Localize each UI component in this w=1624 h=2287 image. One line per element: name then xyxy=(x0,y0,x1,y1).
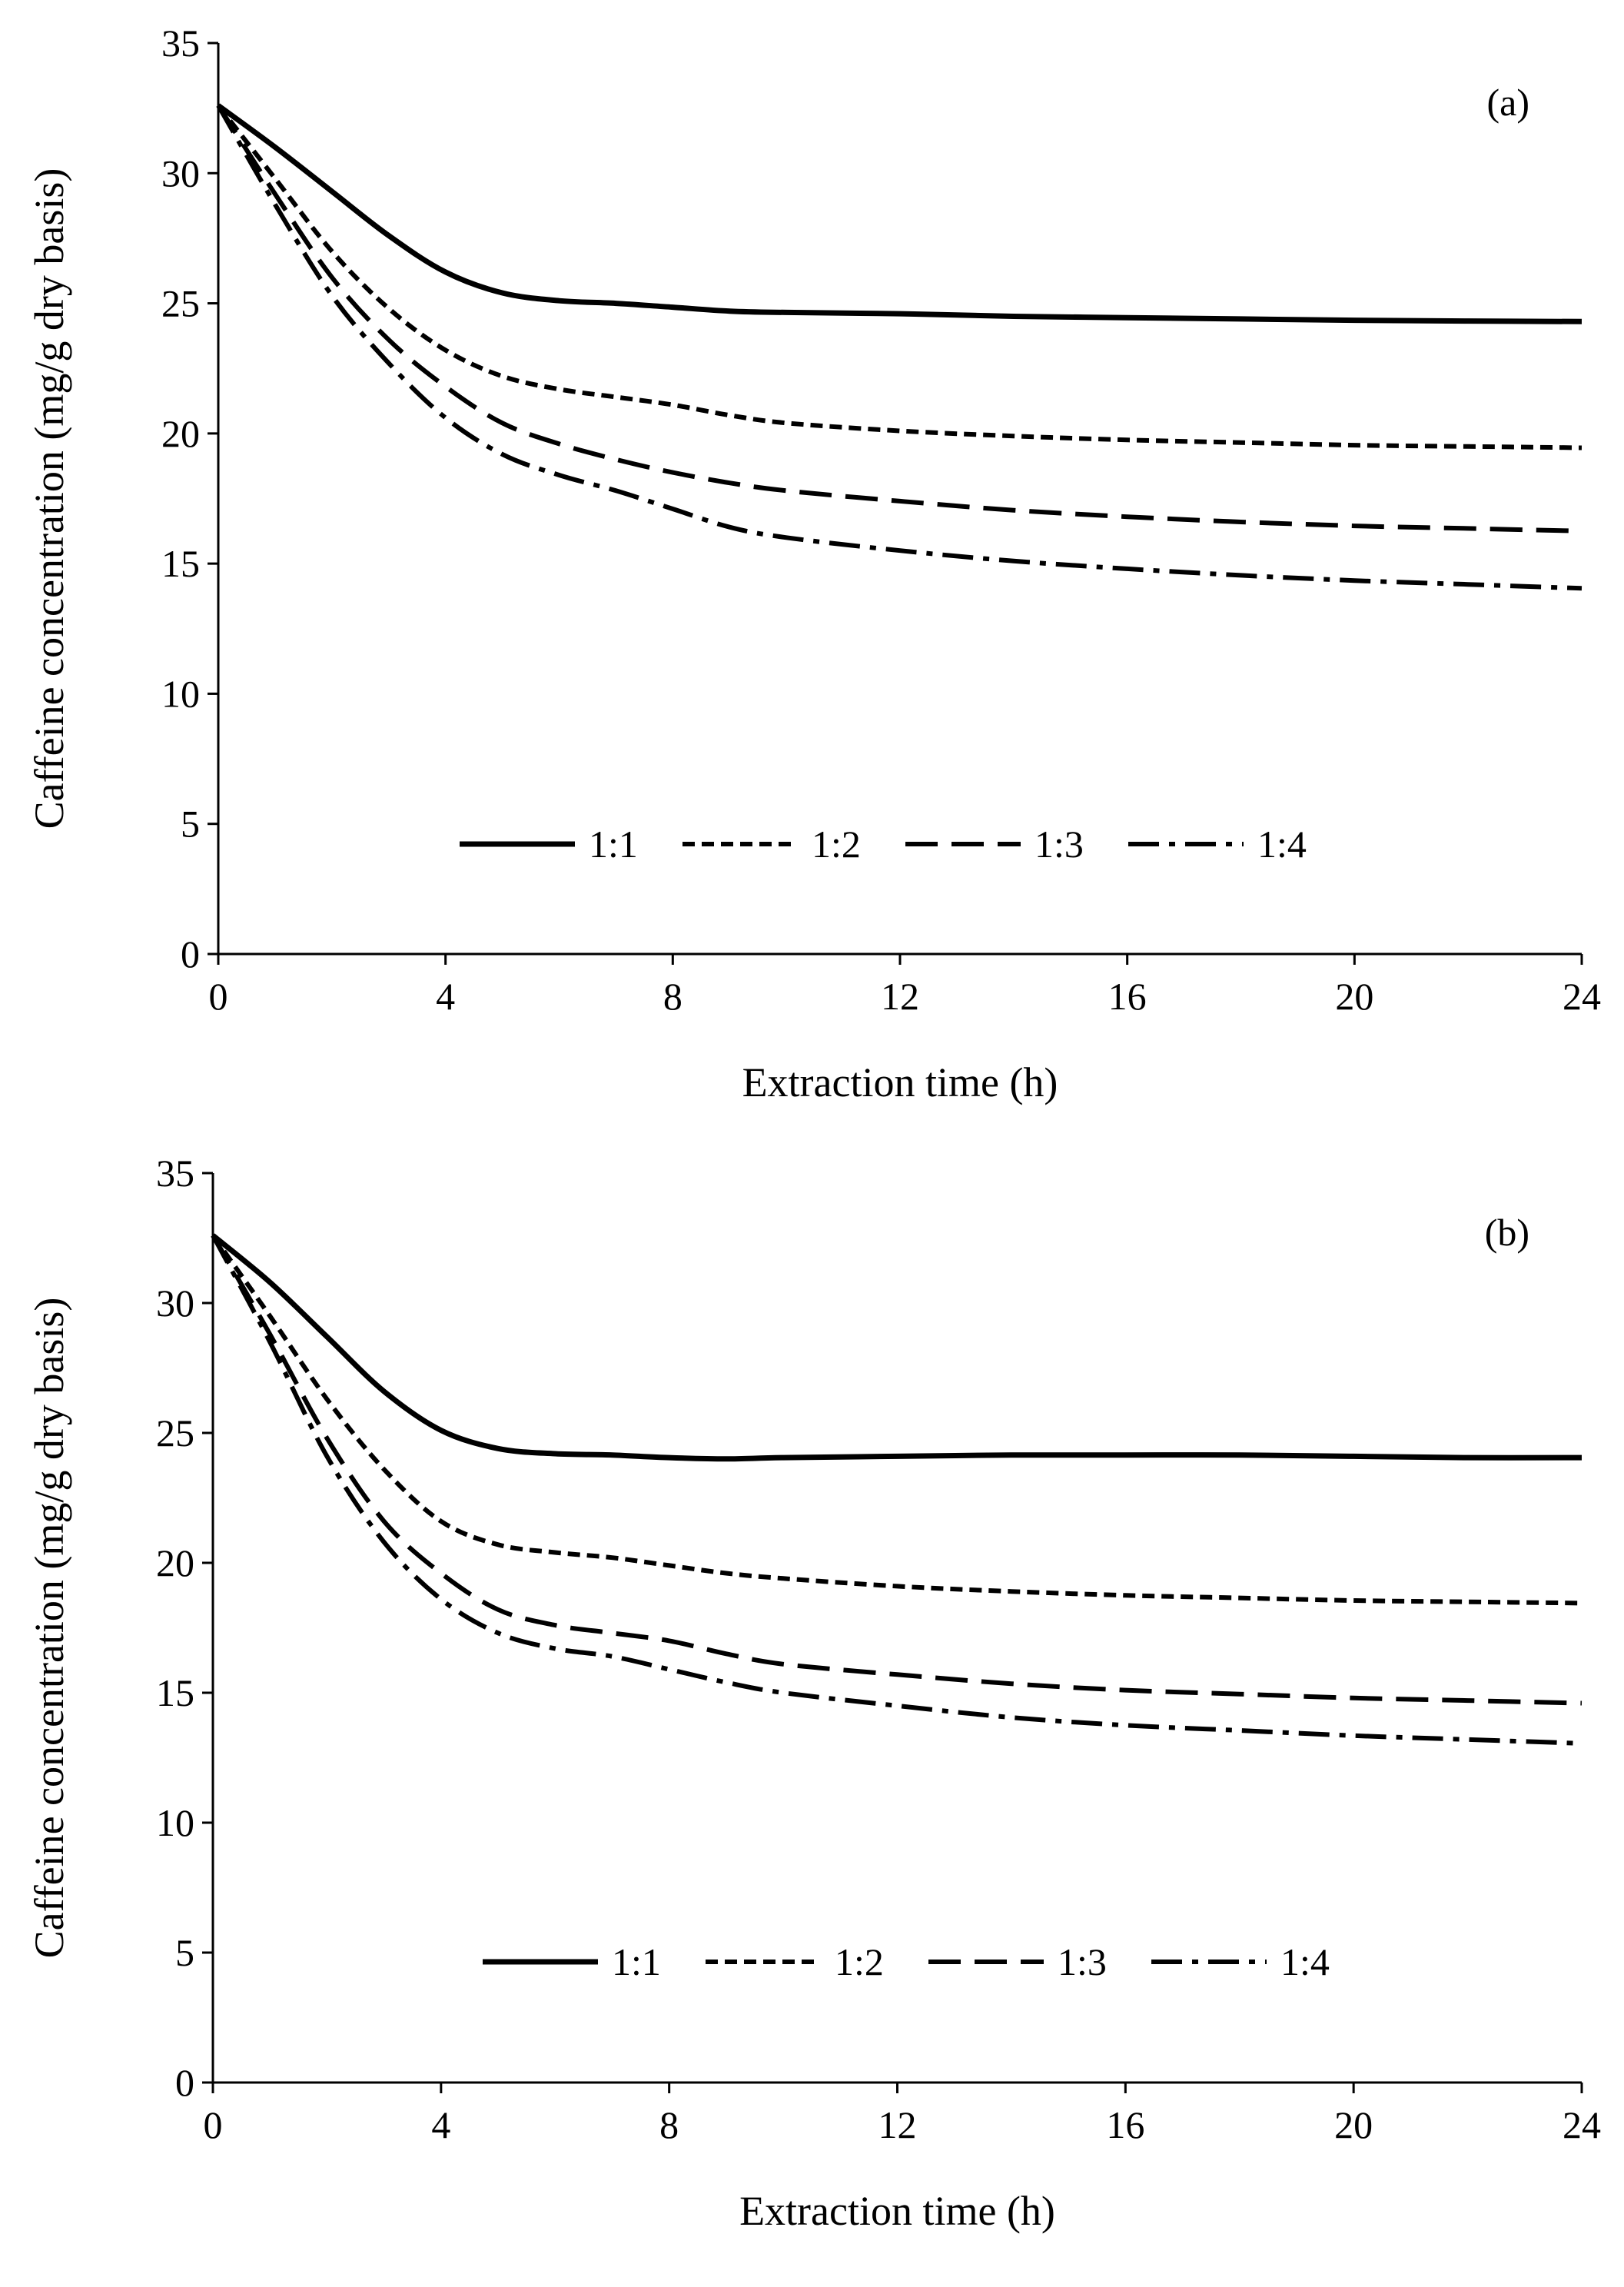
series-line-1-4 xyxy=(216,104,1582,591)
x-tick-label: 0 xyxy=(209,975,228,1018)
y-tick-label: 10 xyxy=(161,672,200,715)
y-tick-label: 35 xyxy=(156,1152,194,1195)
series-line-1-1 xyxy=(216,103,1582,324)
y-tick-label: 15 xyxy=(156,1671,194,1714)
y-tick-label: 0 xyxy=(175,2061,194,2104)
legend-label: 1:1 xyxy=(612,1940,661,1983)
y-tick-label: 30 xyxy=(156,1281,194,1325)
legend-label: 1:2 xyxy=(812,823,861,866)
legend-label: 1:4 xyxy=(1257,823,1307,866)
x-tick-label: 4 xyxy=(436,975,455,1018)
x-tick-label: 4 xyxy=(431,2103,450,2146)
series-line-1-2 xyxy=(216,104,1582,450)
x-tick-label: 12 xyxy=(878,2103,917,2146)
legend-label: 1:2 xyxy=(835,1940,884,1983)
legend-label: 1:3 xyxy=(1035,823,1084,866)
y-tick-label: 10 xyxy=(156,1801,194,1844)
y-tick-label: 15 xyxy=(161,542,200,585)
y-tick-label: 25 xyxy=(156,1411,194,1454)
series-line-1-3 xyxy=(211,1234,1582,1706)
x-tick-label: 16 xyxy=(1106,2103,1144,2146)
y-tick-label: 30 xyxy=(161,151,200,194)
y-tick-label: 5 xyxy=(181,803,200,846)
y-axis-title: Caffeine concentration (mg/g dry basis) xyxy=(26,1298,72,1959)
legend-label: 1:4 xyxy=(1280,1940,1330,1983)
x-axis-title: Extraction time (h) xyxy=(739,2188,1055,2234)
y-axis-title: Caffeine concentration (mg/g dry basis) xyxy=(26,168,72,829)
x-tick-label: 20 xyxy=(1334,2103,1373,2146)
x-tick-label: 16 xyxy=(1108,975,1147,1018)
y-tick-label: 5 xyxy=(175,1931,194,1974)
x-tick-label: 20 xyxy=(1335,975,1373,1018)
x-tick-label: 8 xyxy=(659,2103,679,2146)
series-line-1-2 xyxy=(211,1234,1582,1606)
x-tick-label: 24 xyxy=(1563,2103,1601,2146)
panel-label: (a) xyxy=(1487,81,1530,124)
x-tick-label: 0 xyxy=(204,2103,223,2146)
chart-panel-b: 0 5 10 15 20 25 30 35 0 4 8 12 16 20 24 Extraction time… xyxy=(26,1152,1601,2234)
panel-label: (b) xyxy=(1485,1211,1529,1254)
series-line-1-1 xyxy=(211,1233,1582,1462)
y-tick-label: 20 xyxy=(156,1541,194,1584)
legend-label: 1:1 xyxy=(589,823,638,866)
x-tick-label: 8 xyxy=(663,975,682,1018)
x-axis-title: Extraction time (h) xyxy=(742,1059,1058,1105)
y-tick-label: 25 xyxy=(161,282,200,325)
series-line-1-4 xyxy=(211,1234,1582,1746)
x-tick-label: 24 xyxy=(1563,975,1601,1018)
legend-label: 1:3 xyxy=(1058,1940,1107,1983)
y-tick-label: 0 xyxy=(181,932,200,976)
x-tick-label: 12 xyxy=(881,975,919,1018)
y-tick-label: 20 xyxy=(161,412,200,455)
chart-panel-a: 0 5 10 15 20 25 30 35 0 4 8 12 16 20 24 Extraction time… xyxy=(26,22,1601,1105)
y-tick-label: 35 xyxy=(161,22,200,65)
